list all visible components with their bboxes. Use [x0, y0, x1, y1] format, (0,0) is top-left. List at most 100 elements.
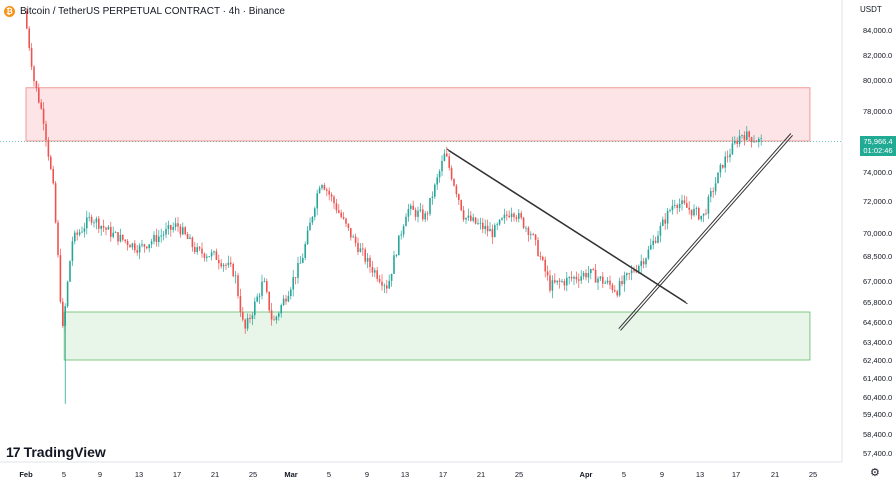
candle-body — [494, 225, 496, 238]
candle-body — [136, 250, 138, 253]
candle-body — [290, 289, 292, 296]
candle-body — [484, 225, 486, 230]
candle-body — [628, 273, 630, 275]
candle-body — [741, 135, 743, 136]
candle-body — [294, 277, 297, 278]
candle-body — [282, 298, 285, 306]
candle-body — [162, 234, 165, 236]
candle-body — [753, 141, 755, 143]
candle-body — [167, 225, 170, 229]
candle-body — [124, 239, 126, 242]
x-tick-label: 9 — [660, 470, 664, 479]
candle-body — [630, 270, 633, 274]
candle-body — [174, 223, 177, 227]
candle-body — [681, 200, 683, 205]
candle-body — [335, 203, 338, 211]
x-tick-label: 17 — [173, 470, 181, 479]
candle-body — [710, 191, 712, 197]
candle-body — [501, 218, 503, 220]
candle-body — [153, 235, 155, 242]
candle-body — [443, 153, 446, 162]
candle-body — [750, 137, 753, 142]
candle-body — [52, 169, 54, 184]
candle-body — [134, 243, 136, 251]
candle-body — [215, 251, 218, 260]
candle-body — [225, 264, 227, 266]
candle-body — [654, 240, 657, 243]
candle-body — [33, 66, 35, 82]
candle-body — [263, 281, 266, 282]
candle-body — [107, 226, 110, 230]
y-tick-label: 60,400.0 — [863, 393, 892, 402]
candle-body — [695, 208, 698, 209]
candle-body — [160, 235, 162, 237]
candle-body — [126, 241, 129, 246]
candle-body — [71, 241, 74, 262]
candle-body — [705, 213, 707, 215]
candle-body — [669, 210, 671, 212]
candle-body — [165, 228, 167, 235]
gear-icon[interactable]: ⚙ — [870, 467, 880, 479]
candle-body — [698, 208, 700, 220]
candle-body — [381, 281, 383, 286]
candle-body — [273, 319, 275, 321]
candle-body — [213, 251, 215, 253]
tradingview-logo[interactable]: 17 TradingView — [6, 444, 106, 460]
candle-body — [436, 177, 438, 185]
candle-body — [314, 208, 316, 217]
y-tick-label: 70,000.0 — [863, 229, 892, 238]
candle-body — [638, 265, 640, 272]
candle-body — [398, 235, 400, 256]
candle-body — [580, 276, 582, 281]
candle-body — [251, 315, 254, 319]
candle-body — [35, 81, 38, 89]
candle-body — [570, 277, 573, 279]
currency-label[interactable]: USDT — [860, 5, 882, 14]
candle-body — [719, 164, 722, 173]
candle-body — [342, 216, 345, 219]
candle-body — [90, 216, 93, 223]
candle-body — [755, 141, 758, 143]
candle-body — [602, 276, 604, 284]
candle-body — [88, 216, 90, 218]
candle-body — [640, 261, 642, 266]
candle-body — [170, 225, 172, 230]
candle-body — [390, 273, 393, 281]
candle-body — [376, 270, 378, 279]
x-tick-label: 17 — [732, 470, 740, 479]
candle-body — [50, 156, 52, 170]
candle-body — [323, 185, 326, 190]
candle-body — [326, 189, 328, 191]
x-tick-label: Mar — [284, 470, 297, 479]
candle-body — [563, 281, 566, 286]
candle-body — [198, 247, 201, 249]
candle-body — [410, 205, 412, 209]
candle-body — [59, 255, 62, 302]
symbol-title[interactable]: Bitcoin / TetherUS PERPETUAL CONTRACT · … — [20, 5, 285, 17]
candle-body — [508, 215, 510, 217]
candle-body — [585, 272, 587, 278]
candle-body — [47, 139, 50, 157]
candle-body — [760, 138, 762, 140]
y-tick-label: 57,400.0 — [863, 449, 892, 458]
candle-body — [45, 123, 47, 140]
y-tick-label: 58,400.0 — [863, 430, 892, 439]
candle-body — [321, 185, 323, 189]
candle-body — [369, 257, 371, 267]
candle-body — [446, 153, 448, 157]
candle-body — [731, 143, 734, 155]
candle-body — [222, 264, 225, 267]
candle-body — [138, 245, 141, 253]
candle-body — [328, 190, 330, 195]
candle-body — [141, 244, 143, 246]
candle-body — [54, 183, 57, 223]
tradingview-logo-mark: 17 — [6, 444, 21, 460]
candle-body — [93, 222, 95, 224]
candle-body — [542, 256, 544, 260]
candle-body — [558, 280, 561, 282]
candle-body — [347, 223, 350, 229]
x-tick-label: 13 — [401, 470, 409, 479]
candle-body — [561, 281, 563, 282]
candle-body — [441, 161, 443, 172]
